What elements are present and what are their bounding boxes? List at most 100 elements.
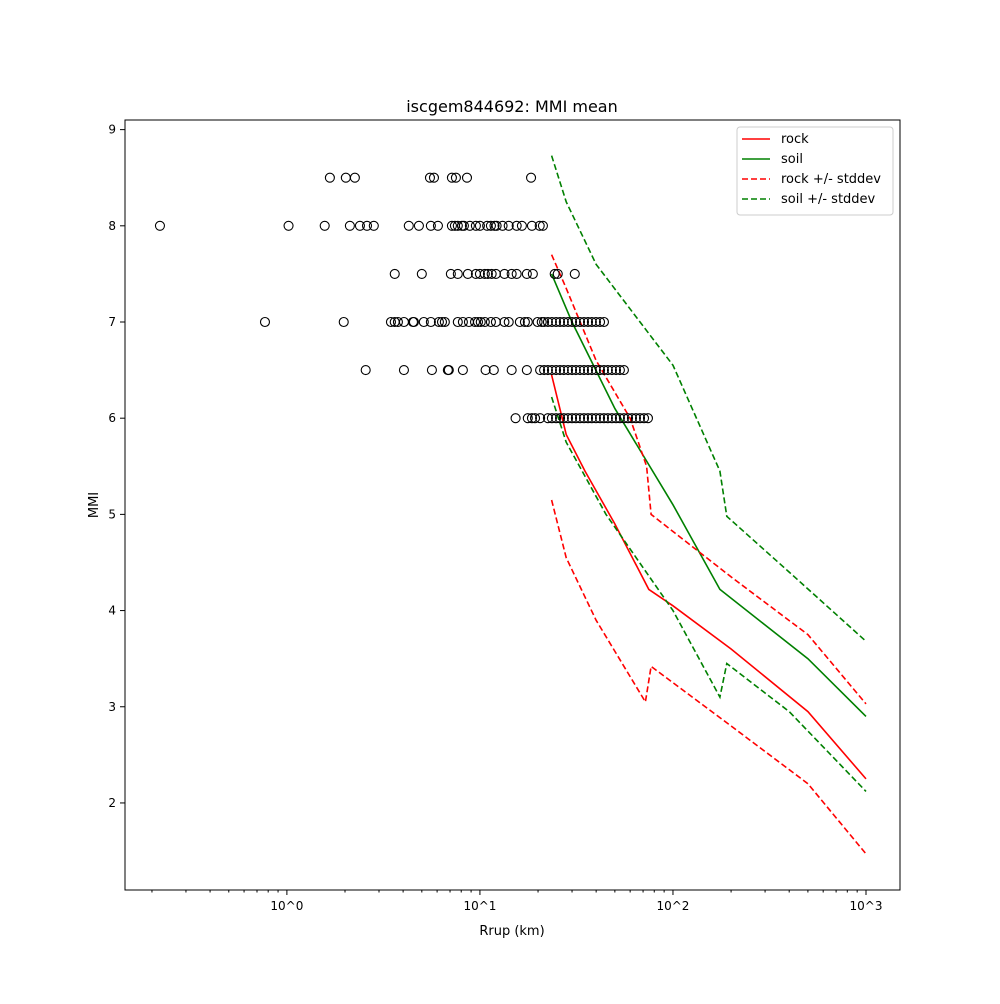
- data-point: [546, 365, 557, 376]
- data-point: [602, 413, 613, 424]
- x-tick-label: 10^1: [463, 899, 496, 913]
- data-point: [482, 268, 493, 279]
- data-point: [425, 220, 436, 231]
- data-point: [574, 365, 586, 376]
- y-tick-label: 7: [108, 315, 116, 329]
- data-point: [462, 268, 473, 279]
- data-point: [514, 316, 525, 328]
- data-point: [436, 316, 448, 328]
- data-point: [452, 268, 463, 279]
- data-point: [425, 316, 436, 328]
- data-point: [354, 220, 365, 231]
- data-point: [569, 268, 580, 279]
- data-point: [590, 413, 601, 424]
- data-point: [457, 365, 468, 376]
- data-point: [324, 172, 335, 183]
- data-point: [582, 365, 594, 376]
- data-point: [578, 413, 590, 424]
- y-axis-label: MMI: [87, 492, 102, 518]
- data-point: [469, 316, 481, 328]
- data-point: [457, 316, 468, 328]
- data-point: [638, 413, 650, 424]
- data-point: [511, 220, 522, 231]
- legend-label: soil +/- stddev: [781, 192, 876, 207]
- legend-box: [736, 126, 894, 216]
- data-point: [539, 365, 550, 376]
- x-axis-label: Rrup (km): [479, 924, 544, 939]
- data-point: [506, 268, 517, 279]
- data-point: [340, 172, 351, 183]
- data-point: [488, 365, 499, 376]
- series-line-soil: [550, 273, 867, 717]
- data-point: [598, 365, 609, 376]
- data-point: [554, 316, 566, 328]
- data-point: [527, 268, 538, 279]
- data-point: [542, 316, 553, 328]
- series-line-rock: [550, 374, 867, 780]
- data-point: [474, 220, 485, 231]
- data-point: [558, 365, 569, 376]
- data-point: [486, 268, 497, 279]
- data-point: [594, 365, 606, 376]
- data-point: [606, 365, 618, 376]
- data-point: [349, 172, 360, 183]
- y-tick-label: 4: [108, 604, 116, 618]
- data-point: [586, 365, 597, 376]
- data-point: [542, 413, 553, 424]
- data-point: [618, 413, 629, 424]
- data-point: [552, 268, 563, 279]
- legend: rock soil rock +/- stddev soil +/- stddev: [736, 126, 894, 216]
- data-point: [344, 220, 355, 231]
- data-point: [526, 413, 538, 424]
- legend-label: rock +/- stddev: [781, 172, 881, 187]
- data-point: [450, 172, 461, 183]
- data-point: [570, 413, 581, 424]
- data-point: [389, 268, 400, 279]
- data-point: [562, 316, 574, 328]
- data-point: [546, 316, 557, 328]
- data-point: [574, 316, 586, 328]
- data-point: [554, 365, 566, 376]
- data-point: [546, 413, 557, 424]
- data-point: [610, 413, 622, 424]
- data-point: [472, 316, 484, 328]
- x-tick-label: 10^3: [850, 899, 883, 913]
- data-point: [558, 316, 569, 328]
- y-tick-label: 3: [108, 700, 116, 714]
- data-point: [634, 413, 646, 424]
- data-point: [443, 365, 454, 376]
- data-point: [445, 268, 456, 279]
- legend-label: soil: [781, 152, 803, 167]
- data-point: [319, 220, 330, 231]
- data-point: [392, 316, 403, 328]
- data-point: [630, 413, 641, 424]
- data-point: [506, 365, 517, 376]
- data-point: [446, 172, 457, 183]
- data-point: [439, 316, 450, 328]
- data-point: [539, 316, 550, 328]
- data-point: [418, 316, 429, 328]
- data-point: [522, 413, 533, 424]
- data-point: [398, 365, 409, 376]
- legend-label: rock: [781, 132, 809, 147]
- data-point: [582, 413, 594, 424]
- data-point: [398, 316, 409, 328]
- plot-frame: [124, 119, 901, 891]
- data-point: [578, 365, 590, 376]
- data-point: [574, 413, 586, 424]
- data-point: [526, 220, 538, 231]
- data-point: [534, 220, 545, 231]
- data-point: [642, 413, 654, 424]
- data-point: [570, 316, 581, 328]
- data-point: [558, 413, 569, 424]
- data-point: [461, 172, 473, 183]
- data-point: [475, 316, 486, 328]
- data-point: [424, 172, 436, 183]
- data-point: [521, 268, 532, 279]
- data-point: [582, 316, 594, 328]
- data-point: [614, 365, 625, 376]
- y-tick-label: 5: [108, 507, 116, 521]
- data-point: [602, 365, 613, 376]
- chart-title: iscgem844692: MMI mean: [406, 97, 618, 116]
- data-point: [516, 220, 527, 231]
